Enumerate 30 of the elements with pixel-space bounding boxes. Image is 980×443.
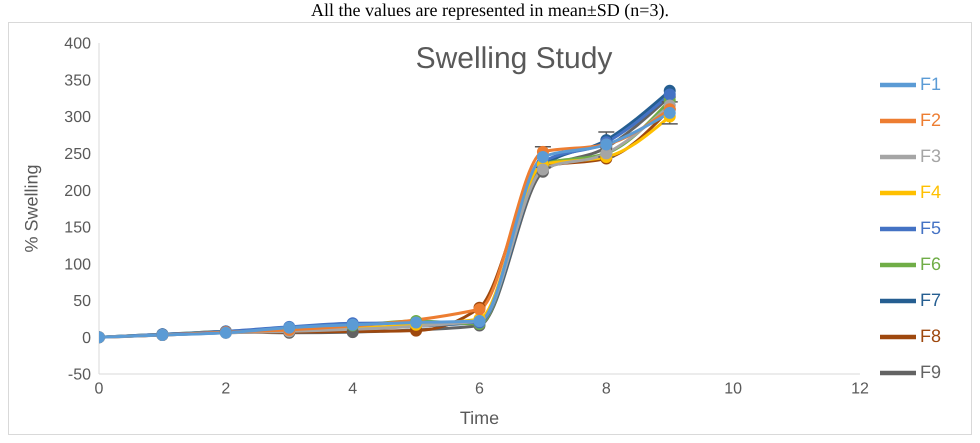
y-tick-label: 250 [64,146,92,164]
legend-label: F6 [920,253,941,274]
x-tick-label: 8 [602,380,611,398]
x-tick-label: 4 [348,380,358,398]
legend-label: F1 [920,73,941,94]
x-tick-label: 10 [724,380,742,398]
y-tick-label: 200 [64,182,92,200]
y-tick-label: 50 [73,293,92,310]
x-tick-label: 2 [221,380,230,398]
legend-label: F2 [920,109,941,130]
legend-label: F8 [920,325,941,346]
y-tick-label: 150 [64,220,92,237]
y-axis-title: % Swelling [21,164,42,253]
y-tick-label: 300 [64,109,92,126]
y-tick-label: 400 [64,36,92,53]
x-axis-title: Time [460,408,500,428]
legend-label: F7 [920,289,941,310]
legend-label: F5 [920,217,941,238]
x-tick-label: 12 [851,380,869,398]
y-tick-label: -50 [68,366,92,384]
x-tick-label: 0 [94,380,104,398]
y-tick-label: 100 [64,256,92,274]
y-tick-label: 350 [64,72,92,90]
legend-label: F4 [920,181,941,202]
legend-label: F9 [920,361,941,382]
legend-label: F3 [920,145,941,166]
x-tick-label: 6 [475,380,484,398]
text: All the values are represented in mean±SD (n=3). [310,0,670,21]
y-tick-label: 0 [82,330,92,347]
chart-title: Swelling Study [416,42,612,75]
